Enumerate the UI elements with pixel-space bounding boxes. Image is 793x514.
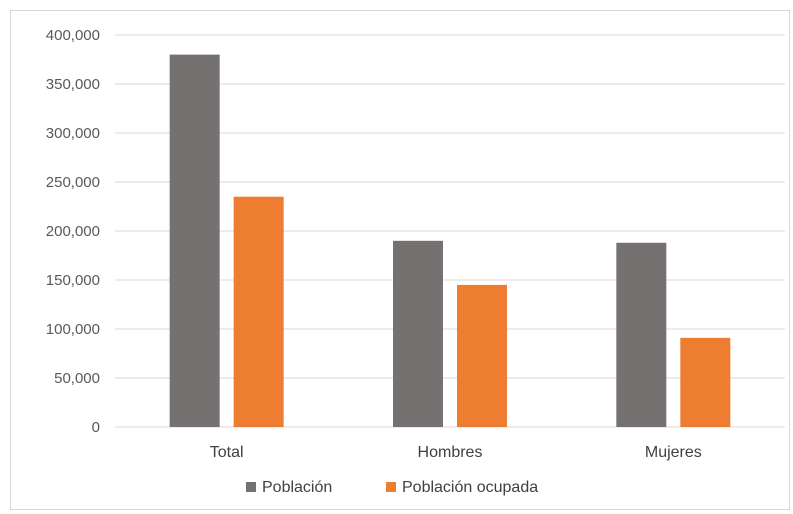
y-tick-label: 50,000 [54, 370, 100, 387]
bar-hombres-poblacion-ocupada [457, 284, 507, 427]
y-tick-label: 200,000 [46, 223, 100, 240]
legend-swatch [246, 482, 256, 492]
y-tick-label: 100,000 [46, 321, 100, 338]
y-tick-label: 150,000 [46, 272, 100, 289]
x-category-label: Mujeres [645, 444, 702, 461]
bars [169, 54, 731, 427]
y-tick-label: 300,000 [46, 125, 100, 142]
bar-mujeres-poblacion [616, 242, 667, 427]
bar-mujeres-poblacion-ocupada [680, 337, 731, 427]
legend-label: Población ocupada [402, 479, 538, 496]
bar-hombres-poblacion [393, 240, 443, 427]
x-axis-category-labels: Total Hombres Mujeres [210, 444, 702, 461]
legend-label: Población [262, 479, 332, 496]
y-tick-label: 350,000 [46, 76, 100, 93]
y-tick-label: 0 [92, 419, 100, 436]
bar-total-poblacion-ocupada [233, 196, 284, 427]
bar-total-poblacion [169, 54, 220, 427]
x-category-label: Total [210, 444, 244, 461]
y-tick-label: 400,000 [46, 27, 100, 44]
legend-swatch [386, 482, 396, 492]
legend: Población Población ocupada [246, 479, 538, 496]
gridlines [115, 34, 785, 428]
y-tick-label: 250,000 [46, 174, 100, 191]
y-axis-tick-labels: 0 50,000 100,000 150,000 200,000 250,000 300,0… [46, 27, 100, 436]
x-category-label: Hombres [418, 444, 483, 461]
